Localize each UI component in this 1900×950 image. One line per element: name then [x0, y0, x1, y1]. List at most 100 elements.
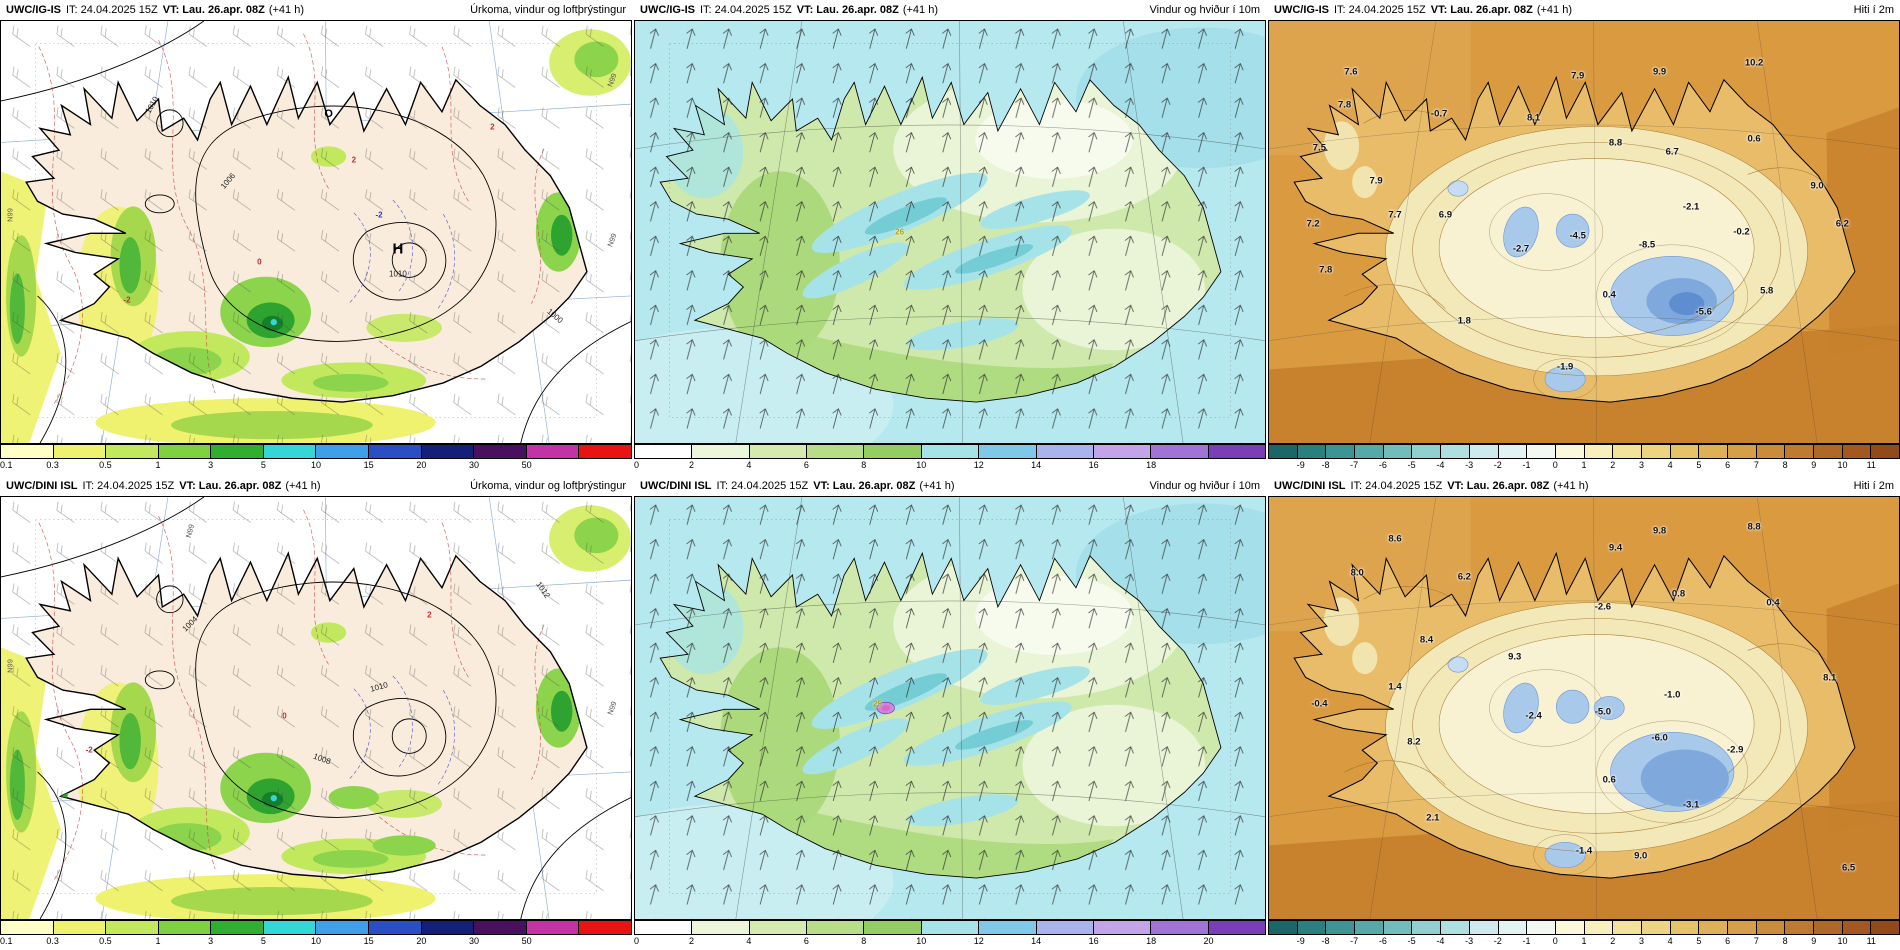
- colorbar-cell: [1036, 445, 1094, 458]
- colorbar-tick-label: 18: [1146, 460, 1157, 470]
- colorbar-tick-label: 9: [1811, 936, 1817, 946]
- colorbar-labels: 0.1 0.3 0.5 1 3 5 10 15 20 30 50: [0, 935, 632, 948]
- colorbar-temp: -9 -8 -7 -6 -5 -4 -3 -2 -1 0 1 2 3 4 5 6 7 8 9 10 11: [1268, 920, 1900, 950]
- colorbar-cell: [1383, 445, 1413, 458]
- colorbar-cell: [369, 921, 422, 934]
- colorbar-cell: [421, 921, 475, 934]
- colorbar-cell: [749, 921, 808, 934]
- colorbar-cell: [692, 921, 750, 934]
- colorbar-tick-label: -8: [1321, 460, 1330, 470]
- colorbar-cell: [1355, 445, 1384, 458]
- panel-type-label: Úrkoma, vindur og loftþrýstingur: [470, 4, 626, 16]
- init-time: IT: 24.04.2025 15Z: [700, 4, 792, 16]
- colorbar-cell: [807, 921, 865, 934]
- colorbar-cell: [106, 921, 159, 934]
- colorbar-cell: [1613, 921, 1642, 934]
- colorbar-tick-label: -8: [1321, 936, 1330, 946]
- colorbar-tick-label: 50: [521, 460, 532, 470]
- colorbar-tick-label: 10: [1837, 460, 1848, 470]
- colorbar-tick-label: 30: [468, 460, 480, 470]
- colorbar-cells: [1268, 920, 1900, 935]
- colorbar-labels: 0.1 0.3 0.5 1 3 5 10 15 20 30 50: [0, 459, 632, 472]
- colorbar-tick-label: 20: [416, 936, 427, 946]
- colorbar-cell: [1527, 921, 1556, 934]
- colorbar-cell: [921, 921, 980, 934]
- colorbar-tick-label: 3: [208, 460, 214, 470]
- valid-time: VT: Lau. 26.apr. 08Z: [796, 4, 899, 16]
- colorbar-cell: [1756, 921, 1786, 934]
- map-wind-dini: 25: [634, 496, 1266, 920]
- colorbar-cell: [1584, 921, 1614, 934]
- colorbar-cell: [1756, 445, 1786, 458]
- colorbar-cell: [921, 445, 980, 458]
- colorbar-tick-label: 0.3: [46, 460, 59, 470]
- model-name: UWC/DINI ISL: [6, 480, 78, 492]
- colorbar-tick-label: -1: [1522, 936, 1531, 946]
- panel-wind-igis: UWC/IG-IS IT: 24.04.2025 15Z VT: Lau. 26.a…: [634, 0, 1266, 474]
- colorbar-cell: [864, 445, 922, 458]
- valid-time: VT: Lau. 26.apr. 08Z: [162, 4, 265, 16]
- colorbar-cell: [1441, 445, 1470, 458]
- panel-header: UWC/DINI ISL IT: 24.04.2025 15Z VT: Lau. 2…: [634, 476, 1266, 496]
- colorbar-cell: [1269, 921, 1298, 934]
- colorbar-tick-label: -5: [1407, 936, 1416, 946]
- colorbar-cell: [1412, 445, 1442, 458]
- colorbar-tick-label: 20: [416, 460, 427, 470]
- colorbar-tick-label: 2: [688, 936, 694, 946]
- colorbar-tick-label: 4: [1667, 460, 1673, 470]
- colorbar-cell: [1151, 445, 1209, 458]
- colorbar-cell: [1093, 921, 1152, 934]
- panel-header: UWC/DINI ISL IT: 24.04.2025 15Z VT: Lau. 2…: [0, 476, 632, 496]
- colorbar-wind: 0 2 4 6 8 10 12 14 16 18: [634, 444, 1266, 474]
- colorbar-cell: [979, 445, 1037, 458]
- colorbar-tick-label: 2: [1610, 460, 1616, 470]
- colorbar-tick-label: 4: [1667, 936, 1673, 946]
- run-info: UWC/IG-IS IT: 24.04.2025 15Z VT: Lau. 26.a…: [6, 4, 304, 16]
- colorbar-wind: 0 2 4 6 8 10 12 14 16 18 20: [634, 920, 1266, 950]
- colorbar-cell: [53, 445, 107, 458]
- colorbar-tick-label: 0: [634, 936, 640, 946]
- colorbar-cell: [1498, 445, 1528, 458]
- colorbar-cell: [474, 445, 527, 458]
- colorbar-tick-label: 6: [1725, 936, 1731, 946]
- colorbar-cell: [1355, 921, 1384, 934]
- panel-precip-igis: UWC/IG-IS IT: 24.04.2025 15Z VT: Lau. 26.a…: [0, 0, 632, 474]
- colorbar-cell: [1699, 921, 1728, 934]
- forecast-offset: (+41 h): [1553, 480, 1589, 492]
- colorbar-tick-label: -2: [1493, 460, 1502, 470]
- panel-type-label: Úrkoma, vindur og loftþrýstingur: [470, 480, 626, 492]
- colorbar-tick-label: 1: [1581, 460, 1587, 470]
- colorbar-cell: [635, 921, 693, 934]
- colorbar-tick-label: 0.1: [0, 460, 13, 470]
- colorbar-tick-label: 0.3: [46, 936, 59, 946]
- colorbar-cell: [1842, 921, 1872, 934]
- colorbar-tick-label: 16: [1088, 460, 1099, 470]
- colorbar-cells: [0, 444, 632, 459]
- map-temperature-igis: 7.6 7.8 -0.7 7.5 8.1 7.9 9.9 10.2 8.8 0.6 6.7 7.9 9.…: [1268, 20, 1900, 444]
- colorbar-tick-label: 10: [916, 936, 927, 946]
- init-time: IT: 24.04.2025 15Z: [82, 480, 175, 492]
- map-wind-igis: 26: [634, 20, 1266, 444]
- colorbar-cell: [1670, 921, 1700, 934]
- colorbar-cell: [158, 445, 212, 458]
- map-precipitation-dini: 1010 1008 1012 1004 0 2 -2 N99 N99 N99: [0, 496, 632, 920]
- colorbar-tick-label: 8: [861, 936, 867, 946]
- colorbar-labels: -9 -8 -7 -6 -5 -4 -3 -2 -1 0 1 2 3 4 5 6 7 8 9 10 11: [1268, 935, 1900, 948]
- colorbar-tick-label: 16: [1088, 936, 1099, 946]
- colorbar-labels: 0 2 4 6 8 10 12 14 16 18 20: [634, 935, 1266, 948]
- map-image: [635, 21, 1265, 443]
- run-info: UWC/IG-IS IT: 24.04.2025 15Z VT: Lau. 26.a…: [640, 4, 938, 16]
- colorbar-tick-label: 0: [1552, 936, 1558, 946]
- colorbar-tick-label: -2: [1493, 936, 1502, 946]
- panel-header: UWC/IG-IS IT: 24.04.2025 15Z VT: Lau. 26.a…: [1268, 0, 1900, 20]
- colorbar-tick-label: 15: [363, 460, 374, 470]
- colorbar-tick-label: 50: [521, 936, 532, 946]
- colorbar-cell: [106, 445, 159, 458]
- colorbar-tick-label: -7: [1350, 460, 1359, 470]
- colorbar-tick-label: 20: [1203, 936, 1214, 946]
- model-name: UWC/DINI ISL: [1274, 480, 1346, 492]
- colorbar-cell: [579, 445, 631, 458]
- colorbar-cell: [1297, 921, 1327, 934]
- colorbar-cell: [1670, 445, 1700, 458]
